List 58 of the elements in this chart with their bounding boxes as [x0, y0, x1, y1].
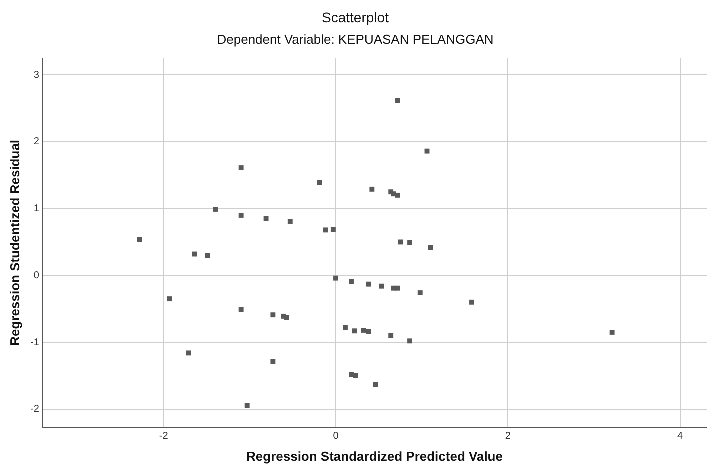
point [610, 330, 615, 335]
point [244, 404, 250, 408]
point [323, 228, 328, 233]
point [186, 350, 192, 356]
point [408, 240, 413, 246]
point [379, 284, 384, 289]
chart-title: Scatterplot [322, 9, 390, 26]
point [349, 372, 354, 378]
point [349, 279, 354, 284]
chart-subtitle: Dependent Variable: KEPUASAN PELANGGAN [217, 32, 494, 48]
x-tick-label: 0 [333, 431, 340, 442]
point [317, 180, 322, 186]
point [192, 252, 198, 257]
point [238, 307, 244, 312]
point [396, 286, 400, 291]
point [334, 276, 338, 281]
point [205, 253, 210, 258]
point [373, 382, 378, 388]
point [391, 192, 396, 197]
point [391, 286, 396, 291]
x-tick-label: 2 [505, 431, 512, 442]
point [428, 245, 434, 250]
point [213, 207, 218, 212]
point [396, 98, 400, 103]
y-tick-label: 3 [34, 70, 40, 81]
point [353, 373, 358, 378]
y-tick-label: 1 [34, 204, 40, 215]
point [238, 213, 244, 218]
point [352, 328, 358, 334]
point [408, 338, 413, 344]
y-tick-label: -1 [30, 337, 40, 348]
y-tick-label: 2 [34, 136, 40, 148]
x-axis-title: Regression Standardized Predicted Value [246, 448, 503, 464]
point [284, 315, 290, 320]
point [137, 237, 142, 242]
point [167, 296, 172, 302]
point [366, 282, 372, 287]
point [398, 240, 404, 245]
point [330, 227, 336, 232]
point [361, 328, 366, 333]
y-tick-label: 0 [34, 270, 40, 282]
y-axis-title: Regression Studentized Residual [7, 140, 22, 346]
point [288, 219, 293, 224]
point [264, 216, 269, 222]
point [366, 329, 372, 334]
point [343, 325, 348, 330]
point [270, 359, 276, 364]
x-tick-label: -2 [159, 431, 169, 442]
point [370, 186, 375, 192]
x-tick-label: 4 [678, 431, 684, 442]
point [396, 192, 400, 198]
point [270, 312, 276, 318]
y-tick-label: -2 [30, 404, 40, 416]
point [238, 166, 244, 171]
point [388, 333, 394, 338]
point [418, 290, 423, 296]
point [424, 148, 430, 154]
point [470, 300, 474, 305]
